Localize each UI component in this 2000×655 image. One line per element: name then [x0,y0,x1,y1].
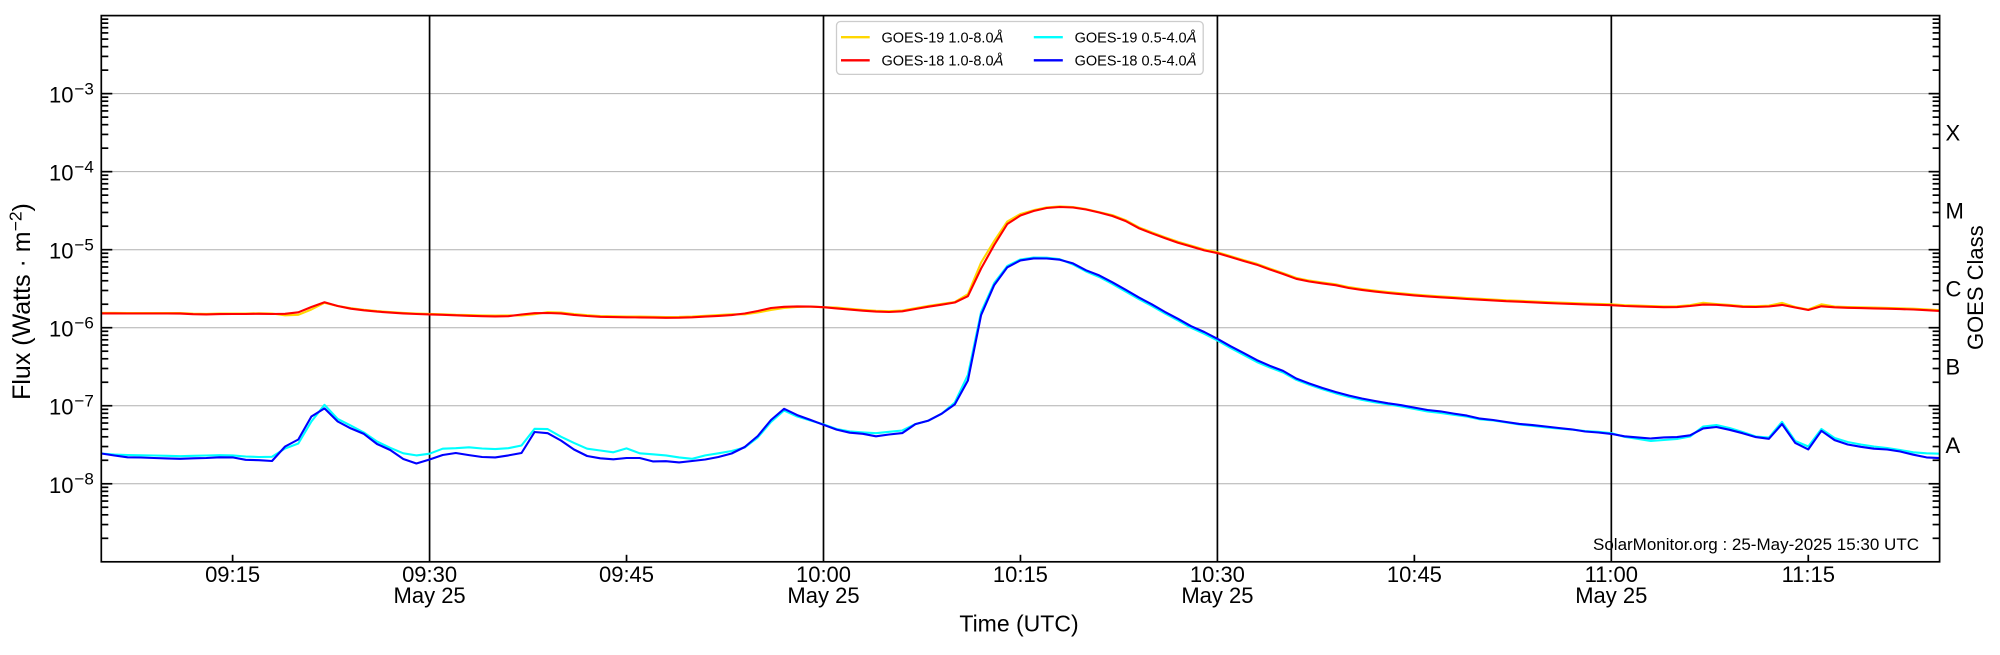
svg-text:09:45: 09:45 [599,562,654,587]
svg-text:GOES-19 0.5-4.0Å: GOES-19 0.5-4.0Å [1075,29,1197,46]
svg-text:May 25: May 25 [1181,583,1253,608]
svg-text:Time (UTC): Time (UTC) [959,611,1078,637]
svg-text:10:15: 10:15 [993,562,1048,587]
svg-text:GOES-18 1.0-8.0Å: GOES-18 1.0-8.0Å [882,53,1004,70]
svg-text:10:30: 10:30 [1190,562,1245,587]
svg-text:X: X [1946,121,1961,146]
svg-text:−3: −3 [74,79,93,98]
svg-text:−4: −4 [74,158,93,177]
svg-text:10:45: 10:45 [1387,562,1442,587]
svg-text:10: 10 [49,395,73,420]
svg-text:GOES-19 1.0-8.0Å: GOES-19 1.0-8.0Å [882,29,1004,46]
svg-text:10: 10 [49,317,73,342]
svg-text:09:30: 09:30 [402,562,457,587]
svg-text:May 25: May 25 [394,583,466,608]
svg-text:−5: −5 [74,236,93,255]
svg-text:C: C [1946,277,1962,302]
svg-text:B: B [1946,355,1961,380]
svg-text:10: 10 [49,83,73,108]
svg-text:May 25: May 25 [1575,583,1647,608]
svg-text:10:00: 10:00 [796,562,851,587]
svg-text:10: 10 [49,473,73,498]
svg-text:GOES Class: GOES Class [1963,225,1988,350]
svg-text:−6: −6 [74,314,93,333]
svg-text:A: A [1946,433,1961,458]
svg-text:09:15: 09:15 [205,562,260,587]
svg-text:−8: −8 [74,470,93,489]
svg-text:−7: −7 [74,392,93,411]
svg-text:10: 10 [49,239,73,264]
svg-text:GOES-18 0.5-4.0Å: GOES-18 0.5-4.0Å [1075,53,1197,70]
svg-text:M: M [1946,199,1964,224]
svg-text:Flux (Watts · m−2): Flux (Watts · m−2) [6,203,37,400]
svg-text:SolarMonitor.org : 25-May-2025: SolarMonitor.org : 25-May-2025 15:30 UTC [1593,535,1919,554]
svg-text:11:00: 11:00 [1585,562,1638,587]
svg-text:10: 10 [49,161,73,186]
svg-text:11:15: 11:15 [1782,562,1835,587]
svg-text:May 25: May 25 [787,583,859,608]
